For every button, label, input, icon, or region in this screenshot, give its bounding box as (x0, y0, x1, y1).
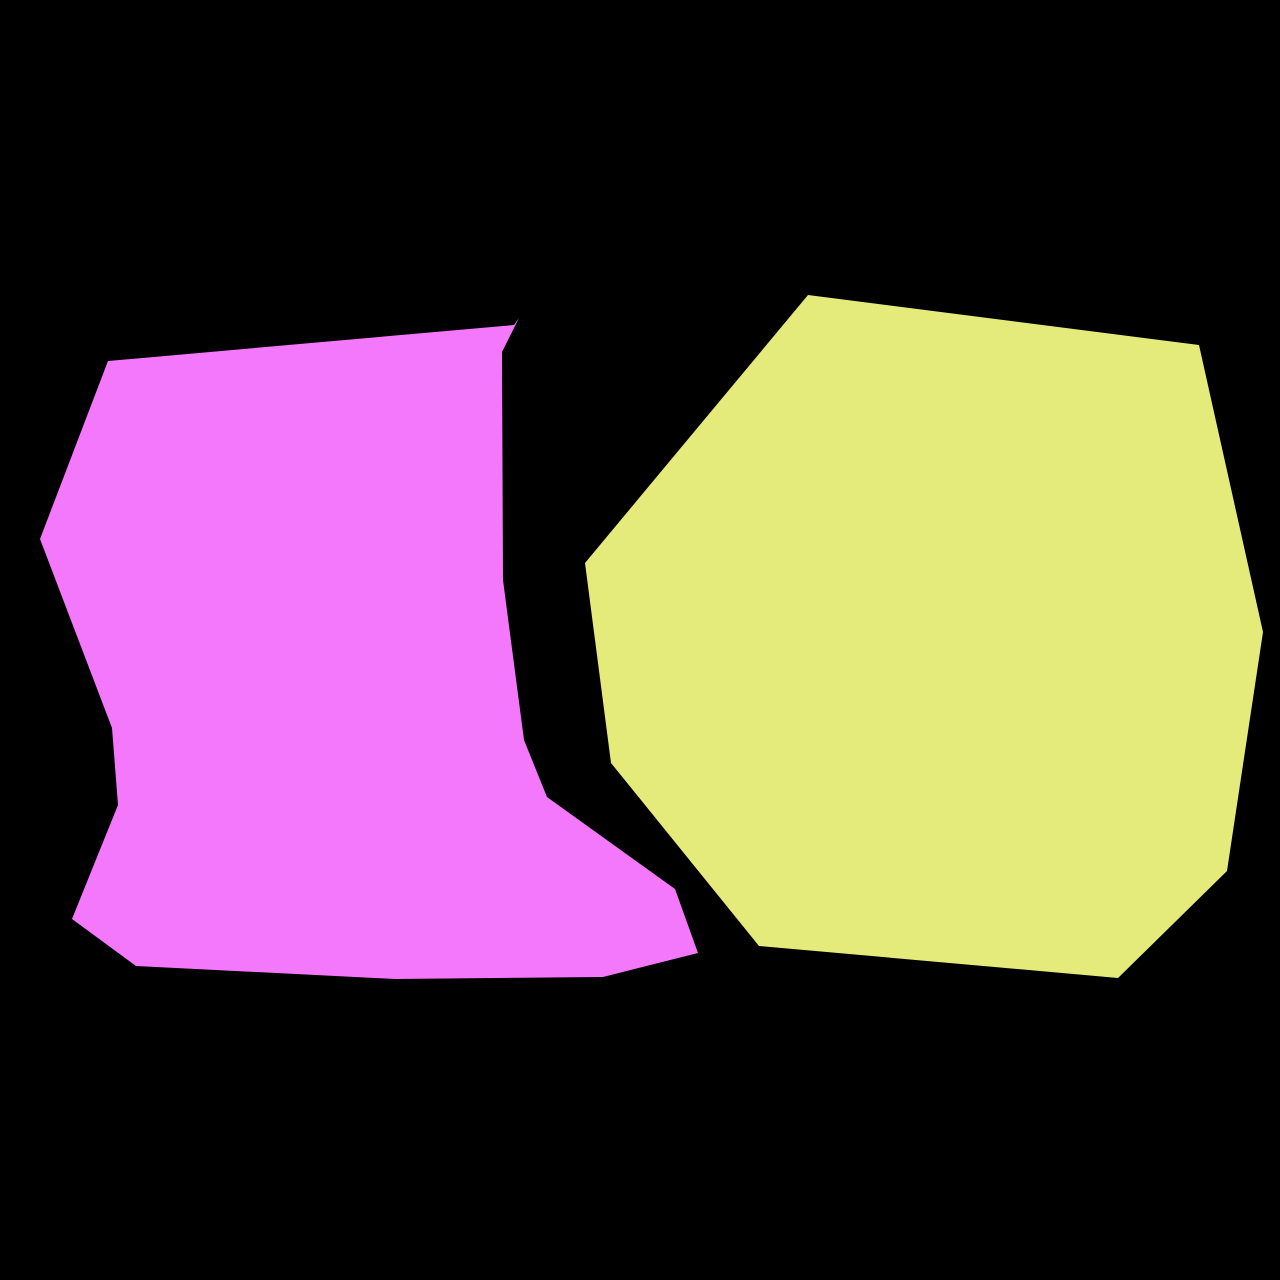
magenta-shape (40, 318, 698, 979)
yellow-shape (585, 295, 1263, 978)
